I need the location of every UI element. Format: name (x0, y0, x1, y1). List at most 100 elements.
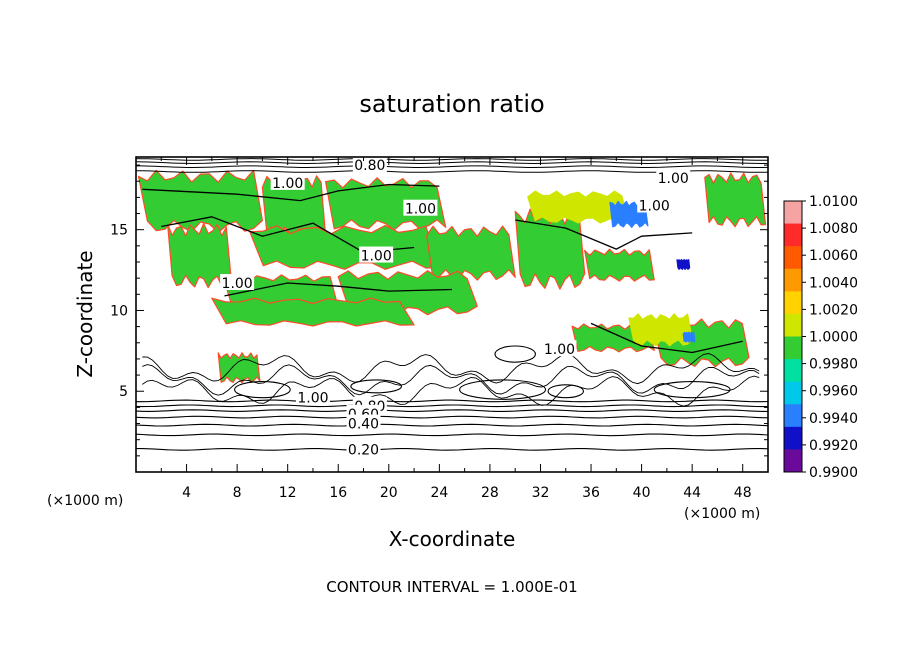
colorbar-label: 0.9960 (809, 384, 858, 400)
colorbar-label: 1.0080 (809, 221, 858, 237)
colorbar: 1.0100 1.0080 1.0060 1.0040 1.0020 1.0000 0.99… (783, 194, 858, 481)
contour-line (135, 415, 769, 419)
contour-label-bg (403, 199, 438, 216)
x-axis-label: X-coordinate (389, 527, 516, 551)
y-axis-ticks: 5 10 15 (110, 164, 768, 457)
fill-region (211, 297, 415, 327)
contour-label-bg (656, 169, 691, 185)
contour-label-bg (295, 388, 330, 405)
colorbar-swatch (784, 404, 802, 428)
x-unit-label-left: (×1000 m) (47, 493, 123, 509)
x-tick-label: 44 (683, 485, 701, 501)
x-tick-label: 28 (481, 485, 499, 501)
fill-region (704, 172, 767, 228)
contour-line (136, 399, 769, 403)
contour-cell (459, 379, 547, 400)
contour-cell (350, 379, 402, 394)
contour-cell (547, 384, 585, 399)
contour-label-bg (359, 246, 394, 263)
y-tick-label: 5 (119, 384, 128, 400)
colorbar-label: 1.0020 (809, 302, 858, 318)
contour-label-bg (346, 440, 381, 457)
fill-region (137, 169, 263, 234)
plot-area: 0.801.001.001.001.001.001.001.001.000.80… (110, 156, 769, 501)
x-tick-label: 48 (734, 485, 752, 501)
colorbar-label: 0.9980 (809, 357, 858, 373)
fill-region (628, 313, 693, 347)
colorbar-swatch (784, 359, 802, 383)
fill-region (325, 177, 447, 231)
contour-label: 0.20 (348, 442, 379, 458)
contour-line (142, 364, 760, 396)
fill-region (217, 352, 261, 384)
colorbar-swatch (784, 313, 802, 337)
x-tick-label: 40 (633, 485, 651, 501)
x-tick-label: 32 (532, 485, 550, 501)
colorbar-swatch (784, 201, 802, 225)
contour-label-bg (637, 196, 672, 213)
contour-label: 1.00 (272, 176, 303, 192)
contour-label: 1.00 (658, 171, 689, 187)
contour-line (135, 433, 769, 437)
x-tick-label: 20 (380, 485, 398, 501)
contour-line (136, 165, 769, 168)
colorbar-label: 0.9920 (809, 438, 858, 454)
contour-line (135, 409, 768, 412)
x-axis-ticks: 4 8 12 16 20 24 28 32 36 40 44 48 (160, 157, 752, 501)
x-tick-label: 8 (233, 485, 242, 501)
contour-label: 1.00 (405, 202, 436, 218)
colorbar-swatch (784, 449, 802, 473)
contour-label-bg (220, 274, 255, 290)
saturation-fill-layer (137, 169, 767, 384)
contour-line (142, 353, 760, 385)
colorbar-label: 1.0000 (809, 330, 858, 346)
contour-label: 1.00 (297, 391, 328, 407)
colorbar-swatch (784, 268, 802, 292)
colorbar-label: 0.9940 (809, 411, 858, 427)
colorbar-label: 1.0100 (809, 194, 858, 210)
y-tick-label: 15 (110, 223, 128, 239)
x-tick-label: 12 (279, 485, 297, 501)
y-tick-label: 10 (110, 303, 128, 319)
colorbar-swatch (784, 426, 802, 450)
colorbar-swatch (784, 246, 802, 270)
x-tick-label: 4 (182, 485, 191, 501)
contour-label-bg (352, 156, 387, 173)
contour-line (135, 158, 768, 161)
contour-label-bg (270, 173, 305, 190)
colorbar-swatch (784, 291, 802, 315)
contour-cell (653, 380, 731, 399)
contour-interval-note: CONTOUR INTERVAL = 1.000E-01 (326, 578, 577, 596)
x-unit-label-right: (×1000 m) (684, 506, 760, 522)
contour-line (135, 161, 769, 165)
chart-title: saturation ratio (359, 90, 544, 118)
plot-frame (135, 156, 769, 473)
colorbar-label: 1.0060 (809, 248, 858, 264)
colorbar-label: 1.0040 (809, 275, 858, 291)
contour-label-bg (542, 340, 577, 357)
x-tick-label: 16 (329, 485, 347, 501)
contour-line (224, 282, 453, 297)
colorbar-label: 0.9900 (809, 465, 858, 481)
contour-label: 1.00 (639, 198, 670, 214)
contour-line (515, 219, 693, 250)
contour-cell (234, 380, 291, 399)
y-axis-label: Z-coordinate (73, 250, 97, 377)
contour-label: 1.00 (222, 276, 253, 292)
contour-label: 1.00 (544, 342, 575, 358)
colorbar-swatch (784, 223, 802, 247)
contour-label: 1.00 (361, 249, 392, 265)
contour-label-layer: 0.801.001.001.001.001.001.001.001.000.80… (220, 156, 691, 458)
fill-region (426, 225, 516, 281)
fill-region (584, 248, 655, 282)
contour-line (142, 183, 440, 202)
contour-line (136, 448, 769, 451)
contour-label-bg (346, 414, 381, 431)
contour-line (135, 404, 769, 408)
contour-line (590, 322, 743, 354)
colorbar-swatch (784, 381, 802, 405)
contour-cell (494, 345, 536, 363)
contour-label: 0.80 (354, 158, 385, 174)
colorbar-swatch (784, 336, 802, 360)
